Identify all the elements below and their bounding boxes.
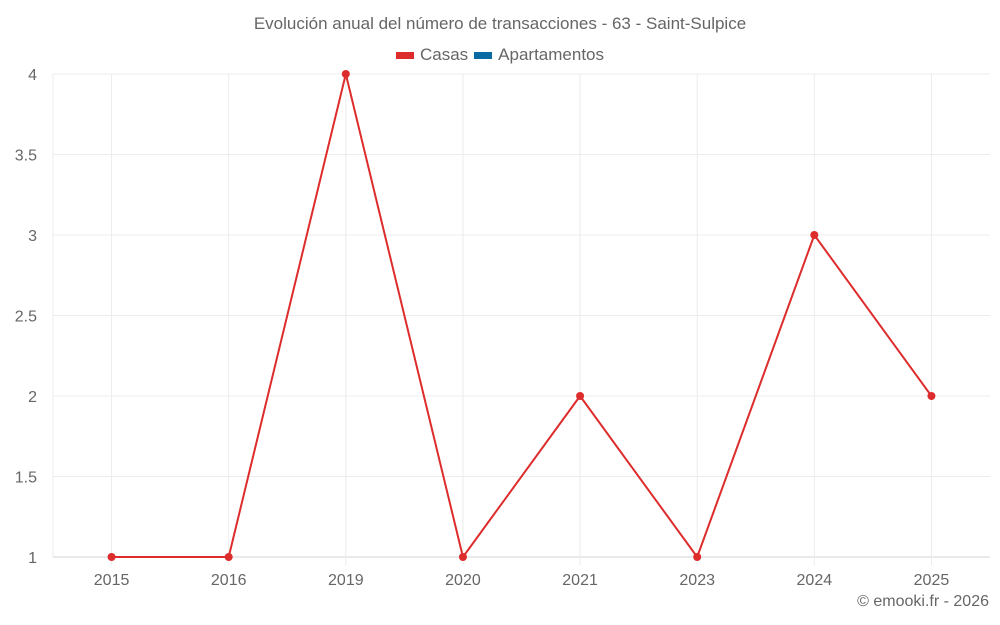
legend-swatch-casas-icon <box>395 51 414 59</box>
y-tick-label: 3 <box>28 228 37 245</box>
series-casas <box>107 70 936 561</box>
series-line <box>111 73 933 560</box>
x-tick-label: 2023 <box>679 572 715 589</box>
y-tick-label: 1 <box>28 550 37 567</box>
legend: Casas Apartamentos <box>0 45 1000 65</box>
y-axis: 1 1.5 2 2.5 3 3.5 4 <box>15 67 37 567</box>
data-point[interactable] <box>927 392 936 400</box>
data-point[interactable] <box>224 553 233 561</box>
grid-lines <box>52 73 990 565</box>
x-tick-label: 2019 <box>328 572 364 589</box>
x-tick-label: 2015 <box>94 572 130 589</box>
chart-title: Evolución anual del número de transaccio… <box>253 14 747 33</box>
y-tick-label: 4 <box>28 67 37 84</box>
x-tick-label: 2024 <box>797 572 833 589</box>
data-point[interactable] <box>693 553 702 561</box>
y-tick-label: 2 <box>28 389 37 406</box>
x-axis: 2015 2016 2019 2020 2021 2023 2024 2025 <box>94 572 950 589</box>
x-tick-label: 2021 <box>562 572 598 589</box>
legend-item-apartamentos[interactable]: Apartamentos <box>474 45 604 65</box>
legend-item-casas[interactable]: Casas <box>395 45 469 65</box>
legend-swatch-apartamentos-icon <box>474 51 493 59</box>
x-tick-label: 2025 <box>914 572 950 589</box>
data-point[interactable] <box>341 70 350 78</box>
credit-text: © emooki.fr - 2026 <box>857 593 989 610</box>
legend-label: Apartamentos <box>498 45 605 64</box>
y-tick-label: 1.5 <box>15 470 37 487</box>
y-tick-label: 3.5 <box>15 148 37 165</box>
data-point[interactable] <box>107 553 116 561</box>
data-point[interactable] <box>458 553 467 561</box>
data-point[interactable] <box>810 231 819 239</box>
legend-label: Casas <box>419 45 469 64</box>
x-tick-label: 2020 <box>445 572 481 589</box>
y-tick-label: 2.5 <box>15 309 37 326</box>
data-point[interactable] <box>576 392 585 400</box>
x-tick-label: 2016 <box>211 572 247 589</box>
